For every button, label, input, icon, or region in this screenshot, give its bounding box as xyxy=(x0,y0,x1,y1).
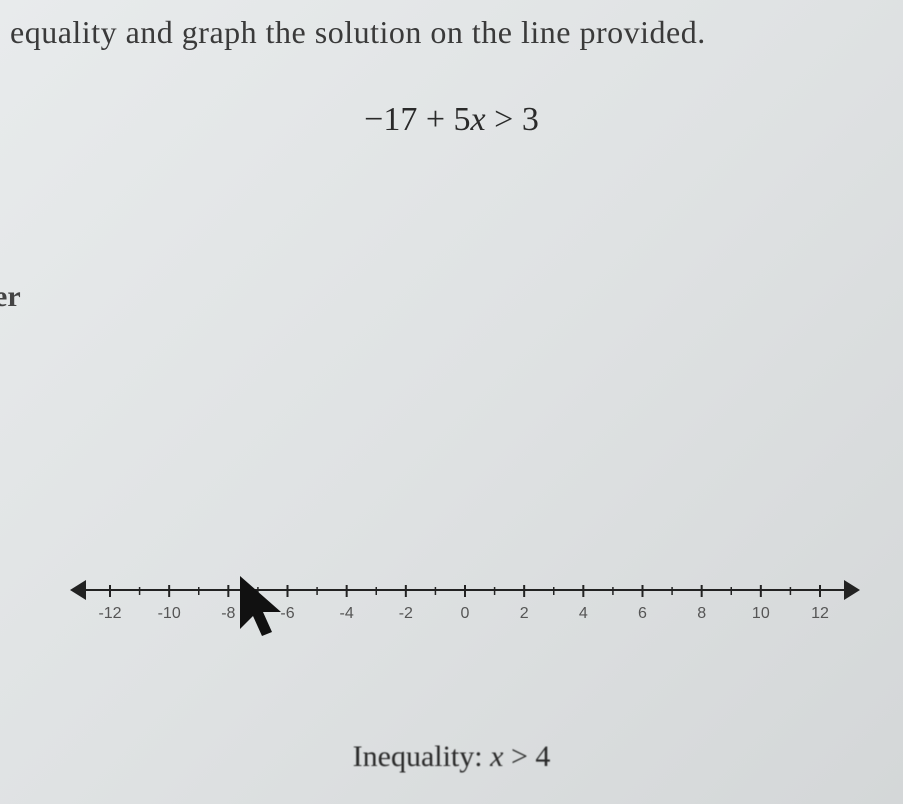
inequality-prefix: Inequality: xyxy=(353,740,490,773)
svg-text:-10: -10 xyxy=(158,605,181,622)
svg-text:-8: -8 xyxy=(221,605,235,622)
svg-text:10: 10 xyxy=(752,605,770,622)
svg-text:-6: -6 xyxy=(280,605,294,622)
svg-text:-2: -2 xyxy=(399,605,413,622)
equation-operator: > xyxy=(486,101,522,138)
svg-text:-4: -4 xyxy=(340,605,354,622)
number-line[interactable]: -12 -10 -8 -6 -4 -2 0 2 4 6 8 10 12 xyxy=(70,560,860,650)
svg-text:12: 12 xyxy=(811,605,829,622)
svg-text:-12: -12 xyxy=(98,605,121,622)
side-label: er xyxy=(0,280,21,314)
inequality-answer: Inequality: x > 4 xyxy=(0,740,903,774)
inequality-variable: x xyxy=(490,740,503,773)
prompt-text: equality and graph the solution on the l… xyxy=(10,14,883,51)
svg-text:2: 2 xyxy=(520,605,529,622)
number-line-svg: -12 -10 -8 -6 -4 -2 0 2 4 6 8 10 12 xyxy=(70,560,860,650)
worksheet-page: equality and graph the solution on the l… xyxy=(0,0,903,804)
svg-text:4: 4 xyxy=(579,605,588,622)
inequality-value: 4 xyxy=(535,740,550,773)
svg-text:6: 6 xyxy=(638,605,647,622)
svg-text:8: 8 xyxy=(697,605,706,622)
svg-text:0: 0 xyxy=(461,605,470,622)
equation-variable: x xyxy=(471,101,486,138)
inequality-equation: −17 + 5x > 3 xyxy=(20,101,883,139)
equation-rhs: 3 xyxy=(522,101,539,138)
equation-lhs-prefix: −17 + 5 xyxy=(364,101,470,138)
inequality-operator: > xyxy=(503,740,535,773)
